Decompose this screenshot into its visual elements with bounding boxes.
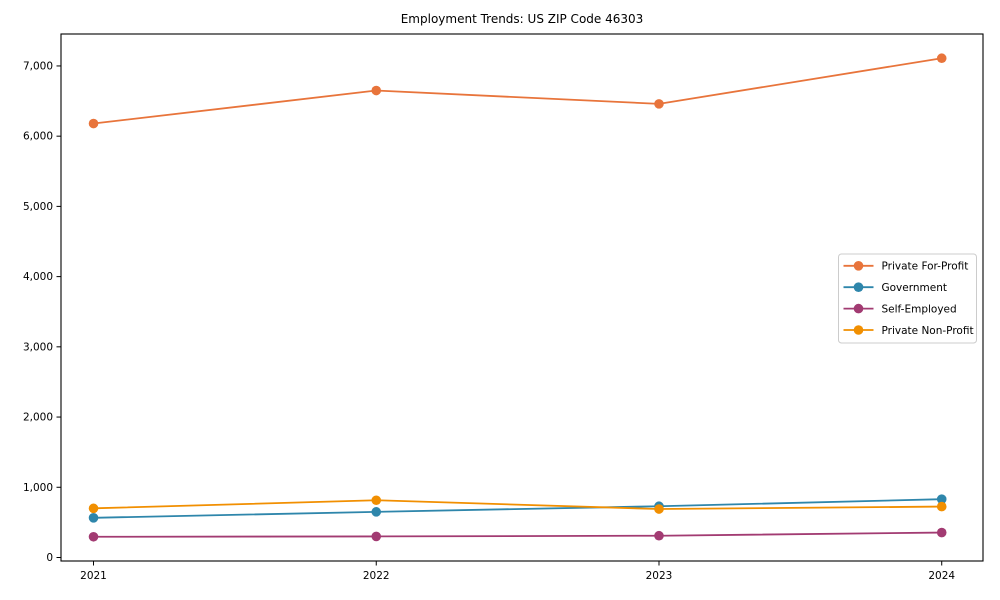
y-axis-tick-label: 5,000 — [23, 201, 53, 213]
data-point-self-employed-2023 — [654, 530, 664, 541]
legend-marker-icon — [853, 282, 864, 293]
legend-marker-icon — [853, 303, 864, 314]
x-axis-tick-label: 2021 — [80, 570, 107, 582]
data-point-private-for-profit-2023 — [654, 99, 664, 109]
series-line-private-for-profit — [93, 57, 942, 125]
y-axis-tick-label: 2,000 — [23, 412, 53, 424]
y-axis-tick-label: 1,000 — [23, 482, 53, 494]
y-axis-tick-label: 7,000 — [23, 60, 53, 72]
data-point-private-non-profit-2024 — [936, 501, 947, 512]
data-point-private-non-profit-2022 — [371, 495, 382, 506]
legend-label: Government — [882, 282, 947, 294]
x-axis-tick-label: 2024 — [928, 570, 955, 582]
legend-label: Private For-Profit — [882, 261, 969, 273]
y-axis-tick-label: 3,000 — [23, 341, 53, 353]
plot-frame — [60, 33, 984, 562]
data-point-private-for-profit-2021 — [88, 118, 99, 129]
legend-marker-icon — [853, 325, 864, 335]
data-point-government-2024 — [936, 494, 947, 505]
data-point-self-employed-2022 — [371, 531, 382, 542]
data-point-self-employed-2021 — [88, 531, 99, 542]
series-line-private-non-profit — [93, 499, 942, 510]
data-point-private-for-profit-2022 — [371, 85, 382, 96]
chart-title: Employment Trends: US ZIP Code 46303 — [401, 12, 644, 26]
data-point-government-2021 — [88, 513, 99, 523]
series-line-self-employed — [93, 531, 942, 538]
legend-marker-icon — [853, 261, 864, 271]
y-axis-tick-label: 4,000 — [23, 271, 53, 283]
data-point-private-non-profit-2023 — [654, 504, 664, 514]
y-axis-tick-label: 6,000 — [23, 131, 53, 143]
data-point-government-2022 — [371, 507, 382, 517]
data-point-private-non-profit-2021 — [88, 503, 99, 514]
y-axis-tick-label: 0 — [46, 552, 53, 564]
series-line-government — [93, 498, 942, 519]
data-point-private-for-profit-2024 — [936, 53, 947, 64]
legend-label: Self-Employed — [882, 303, 957, 315]
legend-box — [838, 253, 977, 344]
legend-label: Private Non-Profit — [882, 325, 974, 337]
data-point-self-employed-2024 — [936, 527, 947, 538]
x-axis-tick-label: 2023 — [646, 570, 673, 582]
x-axis-tick-label: 2022 — [363, 570, 390, 582]
